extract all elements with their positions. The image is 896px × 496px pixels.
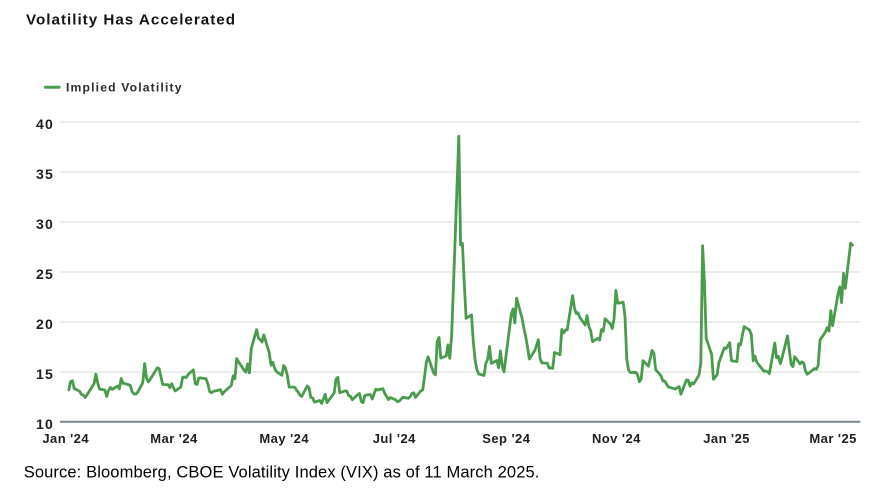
svg-text:Source: Bloomberg, CBOE Volati: Source: Bloomberg, CBOE Volatility Index…: [24, 464, 540, 482]
svg-text:Jan '24: Jan '24: [42, 431, 89, 446]
svg-text:30: 30: [36, 216, 54, 232]
svg-text:15: 15: [36, 366, 54, 382]
svg-text:35: 35: [36, 166, 54, 182]
svg-text:Mar '25: Mar '25: [809, 431, 856, 446]
svg-text:Jan '25: Jan '25: [703, 431, 750, 446]
svg-text:25: 25: [36, 266, 54, 282]
svg-text:40: 40: [36, 116, 54, 132]
svg-text:10: 10: [36, 416, 54, 432]
svg-text:May '24: May '24: [259, 431, 309, 446]
svg-text:Jul '24: Jul '24: [373, 431, 416, 446]
svg-text:Volatility Has Accelerated: Volatility Has Accelerated: [26, 12, 236, 29]
svg-text:Nov '24: Nov '24: [592, 431, 641, 446]
svg-text:Sep '24: Sep '24: [482, 431, 530, 446]
svg-text:Implied Volatility: Implied Volatility: [66, 80, 183, 94]
svg-text:20: 20: [36, 316, 54, 332]
svg-text:Mar '24: Mar '24: [150, 431, 198, 446]
